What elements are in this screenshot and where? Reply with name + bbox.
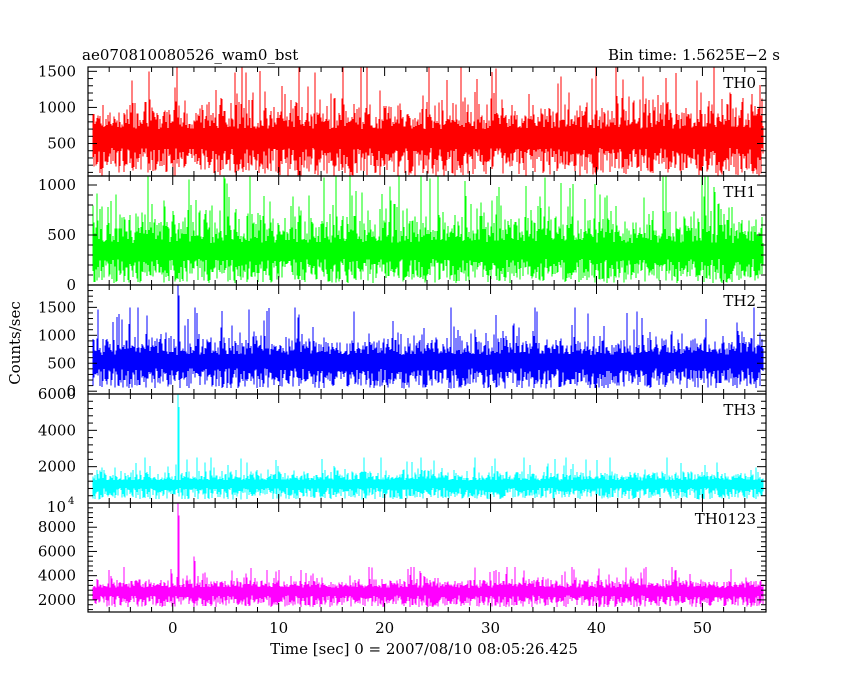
x-tick-label: 10 (269, 619, 288, 637)
panel-label-th0: TH0 (723, 74, 756, 92)
x-tick-label: 40 (587, 619, 606, 637)
panel-label-th0123: TH0123 (695, 510, 756, 528)
y-tick-label: 0 (66, 382, 76, 400)
series-line-th0123 (92, 503, 764, 608)
series-line-th3 (92, 394, 764, 500)
y-tick-label: 1000 (38, 98, 76, 116)
y-tick-label: 2000 (38, 591, 76, 609)
y-tick-label: 500 (47, 135, 76, 153)
y-tick-label: 1000 (38, 176, 76, 194)
series-line-th0 (92, 67, 764, 176)
y-tick-label: 8000 (38, 518, 76, 536)
series-line-th1 (92, 176, 764, 283)
y-tick-label: 500 (47, 226, 76, 244)
x-tick-label: 0 (168, 619, 178, 637)
x-axis-label: Time [sec] 0 = 2007/08/10 08:05:26.425 (270, 640, 578, 658)
y-tick-label: 0 (66, 276, 76, 294)
y-tick-label: 1500 (38, 62, 76, 80)
y-tick-label: 4000 (38, 567, 76, 585)
x-tick-label: 30 (481, 619, 500, 637)
panel-label-th3: TH3 (723, 401, 756, 419)
y-tick-label: 6000 (38, 385, 76, 403)
y-tick-label: 6000 (38, 542, 76, 560)
y-tick-label-top: 10 (47, 498, 66, 516)
panel-label-th1: TH1 (723, 183, 756, 201)
chart-title: ae070810080526_wam0_bst (82, 46, 298, 64)
bin-time-label: Bin time: 1.5625E−2 s (608, 46, 780, 64)
y-axis-label: Counts/sec (6, 301, 24, 385)
y-tick-label: 2000 (38, 458, 76, 476)
panel-label-th2: TH2 (723, 292, 756, 310)
y-tick-label-exponent: 4 (68, 496, 74, 507)
y-tick-label: 1500 (38, 298, 76, 316)
y-tick-label: 4000 (38, 421, 76, 439)
y-tick-label: 1000 (38, 326, 76, 344)
y-tick-label: 500 (47, 354, 76, 372)
series-line-th2 (92, 285, 764, 389)
x-tick-label: 20 (375, 619, 394, 637)
x-tick-label: 50 (693, 619, 712, 637)
